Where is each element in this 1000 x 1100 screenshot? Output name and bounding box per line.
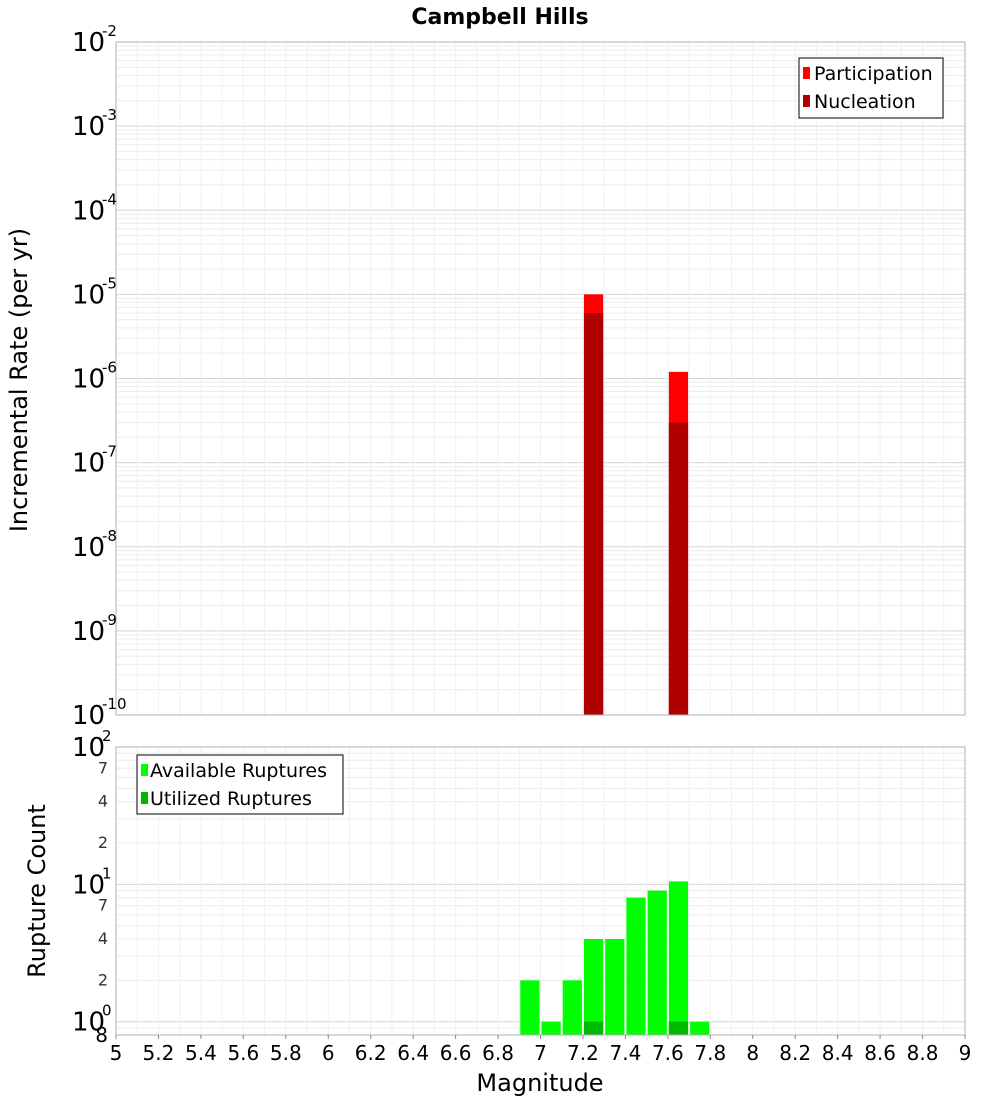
x-tick-label: 6.6 xyxy=(440,1041,472,1065)
top-y-tick-base: 10 xyxy=(72,28,105,58)
top-plot-gridlines xyxy=(115,41,966,716)
bottom-y-axis-label: Rupture Count xyxy=(23,804,51,978)
bottom-bar-available-ruptures-7.05 xyxy=(541,1021,561,1035)
x-tick-label: 8.8 xyxy=(907,1041,939,1065)
top-y-tick-base: 10 xyxy=(72,701,105,731)
top-y-tick-exponent: -5 xyxy=(102,274,117,292)
top-legend: Participation Nucleation xyxy=(798,57,944,119)
bottom-y-minor-tick: 7 xyxy=(98,896,108,915)
top-bar-nucleation-7.25 xyxy=(583,313,604,715)
x-tick-label: 7.2 xyxy=(567,1041,599,1065)
legend-label-utilized-ruptures: Utilized Ruptures xyxy=(150,788,312,810)
x-tick-label: 6 xyxy=(322,1041,335,1065)
bottom-bar-available-ruptures-7.55 xyxy=(647,890,667,1035)
bottom-y-tick-exponent: 2 xyxy=(102,727,112,745)
legend-swatch-nucleation xyxy=(803,95,810,107)
bottom-plot-bars xyxy=(520,881,710,1035)
bottom-bar-available-ruptures-7.25 xyxy=(583,939,604,1035)
bottom-y-tick-base: 10 xyxy=(72,733,105,763)
x-ticks: 5 5.2 5.4 5.6 5.8 6 6.2 6.4 6.6 6.8 7 7.2 7.4 7.6 7.8 8… xyxy=(110,1035,972,1065)
bottom-bar-available-ruptures-7.65 xyxy=(668,881,689,1035)
x-tick-label: 7 xyxy=(534,1041,547,1065)
top-y-tick-exponent: -9 xyxy=(102,611,117,629)
x-tick-label: 6.8 xyxy=(482,1041,514,1065)
legend-swatch-utilized-ruptures xyxy=(141,792,148,804)
bottom-y-tick-exponent: 0 xyxy=(102,1002,112,1020)
top-y-tick-exponent: -2 xyxy=(102,22,117,40)
x-tick-label: 7.6 xyxy=(652,1041,684,1065)
top-y-axis-label: Incremental Rate (per yr) xyxy=(5,228,33,532)
top-y-tick-base: 10 xyxy=(72,196,105,226)
bottom-bar-available-ruptures-7.75 xyxy=(690,1021,710,1035)
x-tick-label: 8.2 xyxy=(779,1041,811,1065)
chart-title: Campbell Hills xyxy=(411,5,588,30)
bottom-y-minor-tick: 7 xyxy=(98,758,108,777)
bottom-y-tick-base: 10 xyxy=(72,870,105,900)
legend-label-participation: Participation xyxy=(814,63,933,85)
top-plot-bars xyxy=(583,294,689,715)
bottom-legend: Available Ruptures Utilized Ruptures xyxy=(136,754,344,815)
x-tick-label: 5.2 xyxy=(143,1041,175,1065)
bottom-y-minor-tick: 2 xyxy=(98,970,108,989)
x-tick-label: 7.8 xyxy=(694,1041,726,1065)
top-y-tick-exponent: -8 xyxy=(102,527,117,545)
top-plot-frame xyxy=(115,41,966,716)
top-y-tick-exponent: -10 xyxy=(102,695,127,713)
legend-swatch-participation xyxy=(803,67,810,79)
x-tick-label: 7.4 xyxy=(609,1041,641,1065)
x-tick-label: 6.4 xyxy=(397,1041,429,1065)
legend-swatch-available-ruptures xyxy=(141,764,148,776)
x-tick-label: 8.6 xyxy=(864,1041,896,1065)
x-tick-label: 5 xyxy=(110,1041,123,1065)
x-tick-label: 8 xyxy=(746,1041,759,1065)
top-y-tick-base: 10 xyxy=(72,280,105,310)
legend-label-nucleation: Nucleation xyxy=(814,91,916,113)
bottom-y-minor-tick: 4 xyxy=(98,929,108,948)
x-tick-label: 5.6 xyxy=(227,1041,259,1065)
legend-label-available-ruptures: Available Ruptures xyxy=(150,760,327,782)
x-tick-label: 5.8 xyxy=(270,1041,302,1065)
top-y-tick-base: 10 xyxy=(72,112,105,142)
bottom-bar-utilized-ruptures-7.25 xyxy=(583,1021,604,1035)
top-y-tick-exponent: -4 xyxy=(102,190,117,208)
top-y-tick-exponent: -6 xyxy=(102,359,117,377)
bottom-bar-utilized-ruptures-7.65 xyxy=(668,1021,689,1035)
bottom-y-minor-tick: 2 xyxy=(98,833,108,852)
top-y-tick-base: 10 xyxy=(72,533,105,563)
top-y-tick-exponent: -7 xyxy=(102,443,117,461)
top-y-tick-base: 10 xyxy=(72,617,105,647)
bottom-bar-available-ruptures-6.95 xyxy=(520,980,540,1035)
top-y-tick-base: 10 xyxy=(72,365,105,395)
bottom-bar-available-ruptures-7.45 xyxy=(626,897,646,1035)
x-tick-label: 6.2 xyxy=(355,1041,387,1065)
x-tick-label: 5.4 xyxy=(185,1041,217,1065)
top-y-tick-base: 10 xyxy=(72,449,105,479)
top-bar-nucleation-7.65 xyxy=(668,422,689,715)
x-tick-label: 8.4 xyxy=(822,1041,854,1065)
x-axis-label: Magnitude xyxy=(476,1069,603,1097)
x-tick-label: 9 xyxy=(959,1041,972,1065)
top-y-tick-exponent: -3 xyxy=(102,106,117,124)
bottom-y-minor-tick: 8 xyxy=(95,1023,108,1047)
bottom-y-minor-tick: 4 xyxy=(98,792,108,811)
bottom-y-tick-base: 10 xyxy=(72,1008,105,1038)
bottom-bar-available-ruptures-7.15 xyxy=(562,980,582,1035)
bottom-y-tick-exponent: 1 xyxy=(102,864,112,882)
bottom-bar-available-ruptures-7.35 xyxy=(605,939,625,1035)
